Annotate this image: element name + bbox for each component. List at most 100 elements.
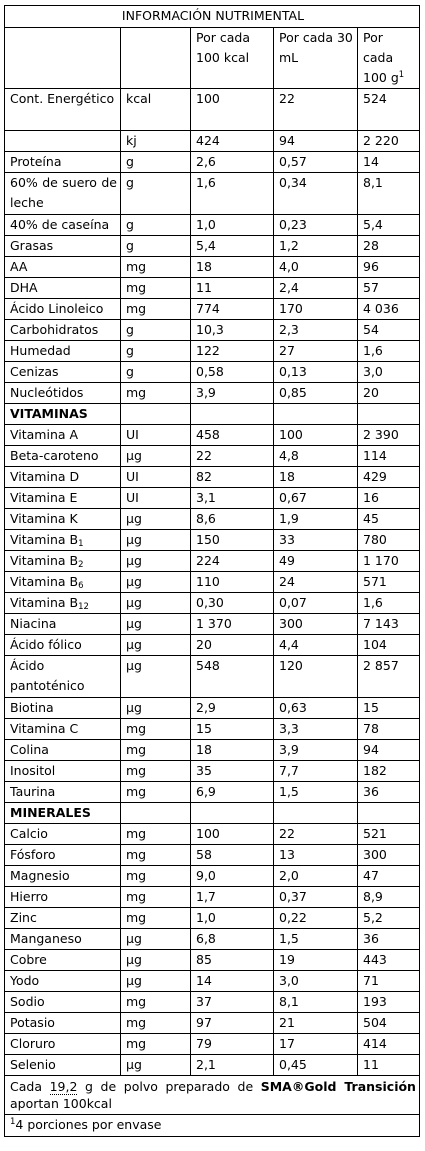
- value-per-100kcal: 0,30: [190, 592, 274, 614]
- value-per-100kcal: 150: [190, 529, 274, 551]
- nutrient-name: Ácido fólico: [4, 634, 121, 656]
- empty-cell: [273, 802, 358, 824]
- value-per-100kcal: 1,0: [190, 907, 274, 929]
- value-per-30ml: 4,8: [273, 445, 358, 467]
- value-per-100g: 94: [357, 739, 420, 761]
- table-row: Sodio mg 37 8,1 193: [4, 991, 420, 1013]
- value-per-100g: 1,6: [357, 340, 420, 362]
- value-per-30ml: 18: [273, 466, 358, 488]
- value-per-30ml: 3,3: [273, 718, 358, 740]
- value-per-100g: 193: [357, 991, 420, 1013]
- value-per-100kcal: 20: [190, 634, 274, 656]
- table-row: Fósforo mg 58 13 300: [4, 844, 420, 866]
- nutrient-name: Taurina: [4, 781, 121, 803]
- nutrient-name: Vitamina B2: [4, 550, 121, 572]
- table-row: Inositol mg 35 7,7 182: [4, 760, 420, 782]
- nutrient-unit: μg: [120, 655, 191, 698]
- nutrient-unit: mg: [120, 886, 191, 908]
- value-per-100kcal: 15: [190, 718, 274, 740]
- value-per-30ml: 170: [273, 298, 358, 320]
- empty-cell: [120, 802, 191, 824]
- value-per-100kcal: 424: [190, 130, 274, 152]
- value-per-100g: 36: [357, 781, 420, 803]
- value-per-30ml: 17: [273, 1033, 358, 1055]
- value-per-30ml: 0,23: [273, 214, 358, 236]
- nutrient-unit: g: [120, 361, 191, 383]
- value-per-100kcal: 82: [190, 466, 274, 488]
- value-per-30ml: 0,22: [273, 907, 358, 929]
- nutrient-name: Biotina: [4, 697, 121, 719]
- header-per-100g-text: Por cada 100 g: [363, 30, 399, 85]
- value-per-30ml: 0,07: [273, 592, 358, 614]
- value-per-30ml: 3,9: [273, 739, 358, 761]
- value-per-30ml: 22: [273, 823, 358, 845]
- value-per-100g: 429: [357, 466, 420, 488]
- value-per-100kcal: 79: [190, 1033, 274, 1055]
- table-row: Calcio mg 100 22 521: [4, 823, 420, 845]
- table-row: Ácido Linoleico mg 774 170 4 036: [4, 298, 420, 320]
- nutrient-unit: μg: [120, 550, 191, 572]
- value-per-100g: 182: [357, 760, 420, 782]
- table-row: Vitamina E UI 3,1 0,67 16: [4, 487, 420, 509]
- value-per-30ml: 0,57: [273, 151, 358, 173]
- value-per-100kcal: 224: [190, 550, 274, 572]
- table-row: 40% de caseína g 1,0 0,23 5,4: [4, 214, 420, 236]
- nutrient-name: Vitamina B6: [4, 571, 121, 593]
- nutrient-unit: UI: [120, 466, 191, 488]
- nutrient-name-text: Vitamina B: [10, 574, 79, 589]
- nutrient-name: Beta-caroteno: [4, 445, 121, 467]
- nutrient-unit: mg: [120, 1012, 191, 1034]
- value-per-30ml: 94: [273, 130, 358, 152]
- value-per-30ml: 4,0: [273, 256, 358, 278]
- value-per-100g: 8,1: [357, 172, 420, 215]
- empty-cell: [357, 403, 420, 425]
- value-per-100g: 504: [357, 1012, 420, 1034]
- value-per-30ml: 1,5: [273, 781, 358, 803]
- value-per-100kcal: 1,6: [190, 172, 274, 215]
- value-per-100g: 104: [357, 634, 420, 656]
- value-per-100kcal: 3,9: [190, 382, 274, 404]
- nutrient-name: Cenizas: [4, 361, 121, 383]
- nutrient-unit: UI: [120, 487, 191, 509]
- value-per-100kcal: 5,4: [190, 235, 274, 257]
- table-row: AA mg 18 4,0 96: [4, 256, 420, 278]
- value-per-100g: 11: [357, 1054, 420, 1076]
- serving-footnote: Cada 19,2 g de polvo preparado de SMA®Go…: [4, 1075, 420, 1115]
- value-per-30ml: 21: [273, 1012, 358, 1034]
- table-row: Vitamina B6 μg 110 24 571: [4, 571, 420, 593]
- header-per-100g-sup: 1: [398, 69, 405, 80]
- nutrient-unit: mg: [120, 298, 191, 320]
- value-per-30ml: 2,4: [273, 277, 358, 299]
- nutrient-name: Vitamina C: [4, 718, 121, 740]
- nutrient-name: Fósforo: [4, 844, 121, 866]
- nutrient-unit: mg: [120, 256, 191, 278]
- nutrient-name: AA: [4, 256, 121, 278]
- nutrient-name: Vitamina B1: [4, 529, 121, 551]
- table-row: Proteína g 2,6 0,57 14: [4, 151, 420, 173]
- nutrient-unit: mg: [120, 739, 191, 761]
- vitamins-heading: VITAMINAS: [4, 403, 121, 425]
- value-per-30ml: 0,37: [273, 886, 358, 908]
- minerals-heading: MINERALES: [4, 802, 121, 824]
- value-per-30ml: 0,13: [273, 361, 358, 383]
- value-per-100g: 521: [357, 823, 420, 845]
- nutrient-name-subscript: 2: [78, 560, 84, 570]
- header-row: Por cada 100 kcal Por cada 30 mL Por cad…: [4, 27, 420, 89]
- nutrient-unit: μg: [120, 634, 191, 656]
- value-per-100kcal: 6,9: [190, 781, 274, 803]
- value-per-100kcal: 6,8: [190, 928, 274, 950]
- table-row: Taurina mg 6,9 1,5 36: [4, 781, 420, 803]
- portions-footnote-sup: 1: [10, 1116, 16, 1127]
- value-per-100kcal: 97: [190, 1012, 274, 1034]
- table-row: Colina mg 18 3,9 94: [4, 739, 420, 761]
- nutrient-unit: mg: [120, 1033, 191, 1055]
- value-per-30ml: 2,0: [273, 865, 358, 887]
- value-per-100kcal: 37: [190, 991, 274, 1013]
- value-per-30ml: 120: [273, 655, 358, 698]
- value-per-100kcal: 122: [190, 340, 274, 362]
- nutrient-unit: mg: [120, 718, 191, 740]
- portions-footnote-text: 4 porciones por envase: [15, 1117, 162, 1132]
- value-per-30ml: 0,85: [273, 382, 358, 404]
- nutrient-unit: g: [120, 172, 191, 215]
- value-per-30ml: 3,0: [273, 970, 358, 992]
